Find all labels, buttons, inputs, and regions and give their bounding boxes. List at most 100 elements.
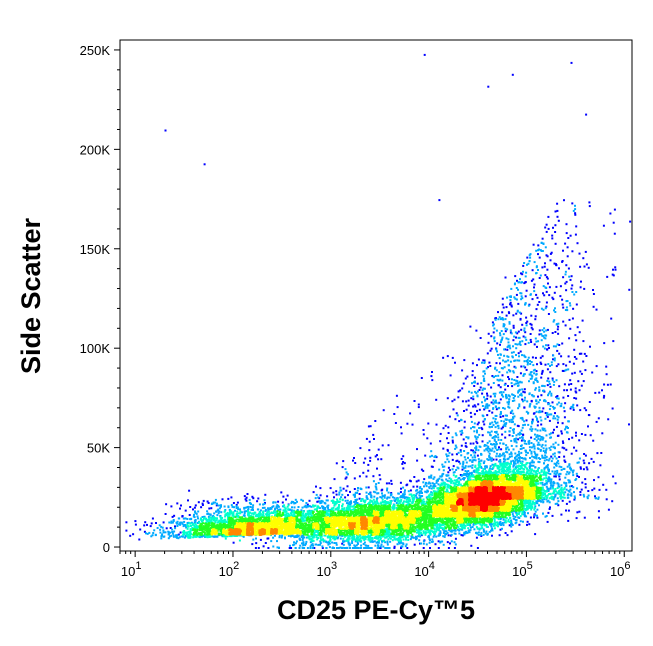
data-point [417, 479, 420, 482]
data-point [531, 505, 534, 508]
data-point [545, 230, 548, 233]
data-point [281, 513, 284, 516]
data-point [517, 281, 520, 284]
data-point [355, 500, 357, 502]
data-point [354, 503, 357, 506]
data-point [537, 448, 540, 450]
data-point [502, 415, 505, 418]
data-point [536, 434, 539, 437]
data-point [516, 382, 519, 385]
data-point [304, 504, 307, 507]
data-point [518, 431, 521, 434]
data-point [231, 514, 234, 516]
data-point [512, 370, 515, 373]
data-point [369, 459, 372, 462]
data-point [313, 528, 316, 531]
data-point [556, 434, 559, 437]
data-point [520, 312, 523, 315]
data-point [524, 281, 527, 283]
data-point [488, 440, 491, 443]
data-point [348, 537, 351, 540]
data-point [407, 539, 410, 541]
data-point [495, 329, 498, 332]
data-point [379, 478, 382, 481]
data-point [423, 478, 426, 481]
data-point [513, 423, 516, 426]
data-point [419, 498, 422, 501]
data-point [389, 533, 392, 536]
data-point [223, 505, 226, 508]
data-point [503, 521, 506, 524]
data-point [417, 406, 420, 409]
data-point [557, 491, 560, 494]
data-point [464, 442, 467, 445]
data-point [210, 518, 213, 521]
data-point [504, 388, 507, 391]
data-point [540, 445, 543, 448]
data-point [476, 409, 478, 412]
data-point [447, 471, 450, 474]
data-point [400, 539, 402, 542]
data-point [519, 462, 522, 465]
data-point [372, 433, 375, 436]
data-point [291, 509, 293, 512]
data-point [484, 399, 486, 402]
data-point [486, 405, 489, 407]
data-point [223, 521, 226, 524]
data-point [343, 535, 346, 538]
data-point [580, 352, 583, 355]
data-point [614, 268, 617, 271]
data-point [548, 478, 551, 481]
data-point [539, 473, 542, 476]
data-point [354, 491, 357, 494]
data-point [551, 492, 554, 495]
data-point [434, 530, 436, 533]
data-point [326, 535, 329, 538]
data-point [483, 472, 486, 475]
data-point [407, 502, 410, 505]
data-point [572, 362, 575, 365]
data-point [383, 501, 386, 504]
data-point [474, 390, 477, 393]
data-point [463, 456, 466, 459]
data-point [314, 529, 317, 532]
data-point [301, 517, 304, 520]
data-point [422, 498, 425, 501]
data-point [488, 455, 491, 457]
data-point [531, 356, 534, 359]
data-point [547, 511, 550, 514]
data-point [426, 437, 429, 440]
data-point [441, 479, 444, 482]
data-point [493, 520, 496, 522]
data-point [331, 541, 334, 544]
data-point [506, 414, 508, 417]
data-point [536, 303, 539, 306]
data-point [510, 452, 513, 455]
data-point [558, 465, 561, 468]
data-point [257, 514, 260, 517]
data-point [356, 498, 359, 501]
data-point [628, 423, 630, 426]
data-point [440, 475, 443, 478]
data-point [492, 424, 495, 427]
data-point [301, 547, 304, 549]
data-point [557, 485, 560, 488]
data-point [262, 513, 265, 516]
data-point [460, 474, 463, 477]
data-point [500, 470, 503, 473]
data-point [385, 547, 388, 549]
data-point [403, 535, 406, 538]
data-point [472, 475, 475, 478]
data-point [500, 391, 503, 394]
data-point [581, 481, 584, 484]
data-point [209, 516, 212, 519]
data-point [266, 537, 269, 540]
data-point [470, 449, 473, 452]
data-point [527, 440, 530, 443]
data-point [508, 465, 511, 468]
data-point [569, 481, 572, 484]
data-point [433, 476, 436, 479]
data-point [605, 498, 608, 501]
data-point [339, 537, 342, 540]
data-point [416, 448, 418, 451]
